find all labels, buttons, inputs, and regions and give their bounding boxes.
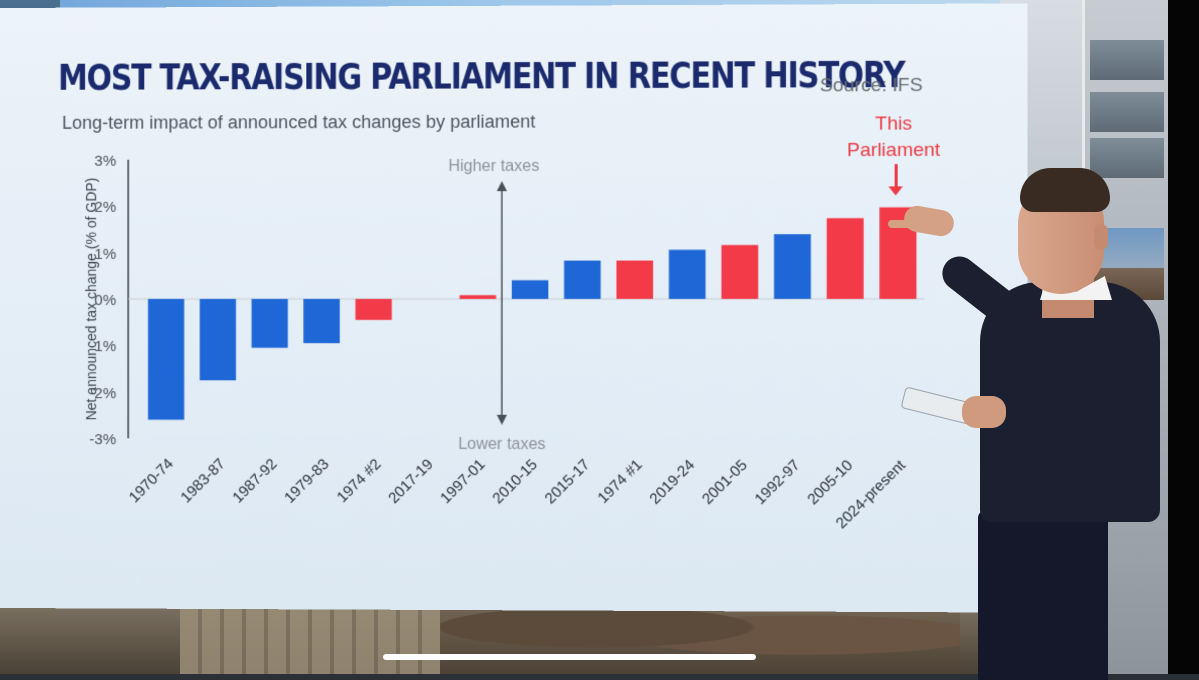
x-tick-label: 2010-15 [489, 456, 541, 507]
x-tick-label: 1992-97 [751, 457, 803, 508]
bar [774, 234, 811, 299]
home-indicator[interactable] [383, 654, 756, 660]
y-tick-label: 3% [94, 153, 116, 170]
bar [564, 261, 601, 299]
bar [669, 250, 706, 299]
x-tick-label: 1983-87 [178, 455, 229, 506]
bar [355, 299, 391, 320]
x-tick-label: 2019-24 [646, 456, 698, 507]
letterbox-bar [1168, 0, 1199, 674]
x-tick-label: 2017-19 [385, 456, 437, 507]
presenter-legs [978, 510, 1108, 680]
y-tick-label: -3% [89, 431, 116, 448]
x-tick-label: 2005-10 [804, 457, 856, 508]
higher-taxes-label: Higher taxes [448, 158, 539, 175]
presenter-hair [1020, 168, 1110, 212]
bar [200, 299, 236, 380]
x-tick-label: 1974 #1 [595, 456, 646, 507]
window-pane [1090, 40, 1164, 80]
bar [460, 295, 497, 299]
x-tick-label: 1970-74 [126, 455, 177, 506]
chart-screen: MOST TAX-RAISING PARLIAMENT IN RECENT HI… [0, 3, 1027, 612]
arrow-up-icon [497, 181, 507, 191]
bar [721, 245, 758, 299]
bar [252, 299, 288, 348]
x-tick-label: 1979-83 [281, 456, 332, 507]
presenter-lower-hand [962, 396, 1006, 428]
x-tick-label: 2015-17 [542, 456, 594, 507]
x-tick-label: 2001-05 [699, 456, 751, 507]
x-tick-label: 1974 #2 [334, 456, 385, 507]
bar [303, 299, 339, 343]
bar [616, 261, 653, 299]
presenter [880, 160, 1180, 674]
bar [827, 218, 864, 299]
bar [148, 299, 184, 420]
x-tick-label: 1997-01 [437, 456, 489, 507]
y-axis-title: Net announced tax change (% of GDP) [83, 178, 99, 421]
window-pane [1090, 92, 1164, 132]
arrow-down-icon [497, 415, 507, 425]
bar [512, 280, 549, 299]
lower-taxes-label: Lower taxes [458, 436, 545, 453]
bar-chart: 3%2%1%0%-1%-2%-3%Net announced tax chang… [0, 3, 1027, 612]
x-tick-label: 1987-92 [229, 455, 280, 506]
presenter-ear [1094, 224, 1108, 250]
presenter-finger [888, 220, 914, 228]
